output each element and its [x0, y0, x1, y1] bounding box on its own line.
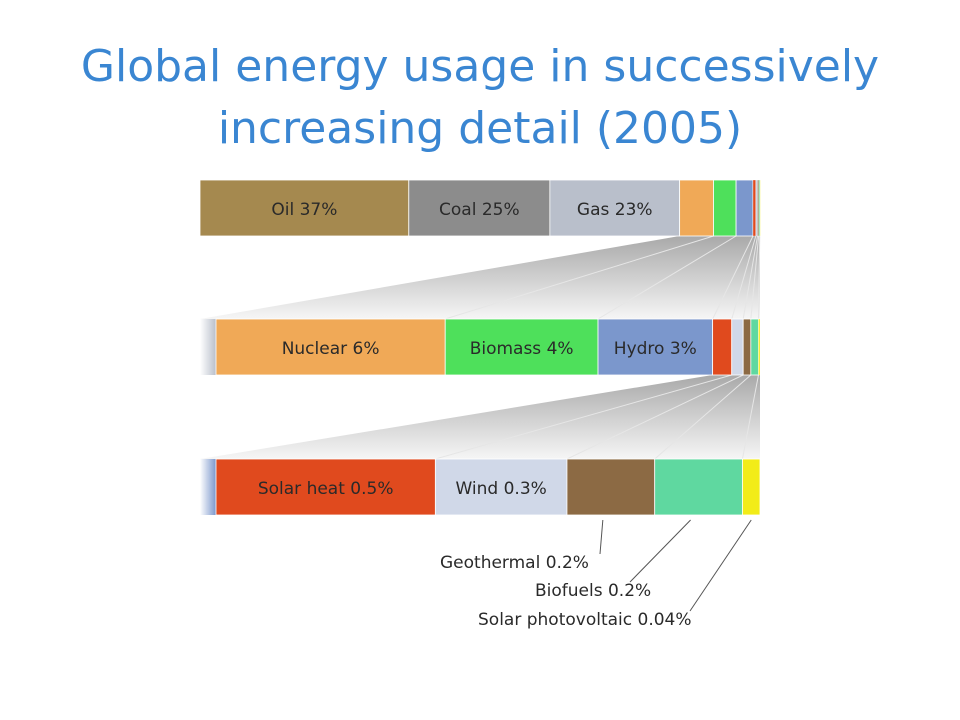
- slide-title-line-2: increasing detail (2005): [217, 103, 743, 154]
- callout-line-biofuels: [629, 519, 691, 583]
- funnel-line-1-solar-heat: [712, 235, 754, 320]
- bar-row-2: Nuclear 6% Biomass 4% Hydro 3%: [200, 318, 761, 376]
- bar-1-nuclear: [679, 179, 714, 237]
- bar-row-1: Oil 37% Coal 25% Gas 23%: [199, 179, 761, 237]
- funnel-line-1-biofuels: [750, 235, 760, 320]
- bar-2-biomass: [444, 318, 599, 376]
- bar-3-biofuels: [654, 458, 743, 516]
- bar-label-nuclear: Nuclear 6%: [282, 339, 380, 359]
- bar-2-solar-photovoltaic: [758, 318, 761, 376]
- slide-title: Global energy usage in successively incr…: [0, 36, 960, 160]
- bar-1-gas: [549, 179, 681, 237]
- callout-label-solar-photovoltaic: Solar photovoltaic 0.04%: [478, 610, 692, 630]
- bar-2-hydro: [597, 318, 714, 376]
- bar-label-solar-heat: Solar heat 0.5%: [258, 479, 394, 499]
- funnel-line-1-geothermal: [742, 235, 759, 320]
- callout-line-geothermal: [599, 519, 604, 555]
- funnel-line-2-biofuels: [654, 374, 752, 460]
- funnel-line-1-wind: [731, 235, 757, 320]
- bar-1-wind: [755, 179, 758, 237]
- funnel-line-1-hydro: [597, 235, 737, 320]
- bar-2-solar-heat: [712, 318, 733, 376]
- bar-1-solar-photovoltaic: [759, 179, 761, 237]
- bar-3-geothermal: [566, 458, 656, 516]
- bar-1-hydro: [735, 179, 754, 237]
- bar-label-coal: Coal 25%: [439, 200, 520, 220]
- callout-label-geothermal: Geothermal 0.2%: [440, 553, 589, 573]
- bar-1-solar-heat: [752, 179, 756, 237]
- bar-label-hydro: Hydro 3%: [614, 339, 697, 359]
- zoom-funnels: [200, 235, 761, 460]
- slide-title-line-1: Global energy usage in successively: [80, 41, 880, 92]
- zoom-funnel-2: [200, 375, 760, 459]
- callout-labels: Geothermal 0.2% Biofuels 0.2% Solar photov…: [440, 519, 752, 630]
- bar-1-biofuels: [758, 179, 760, 237]
- callout-label-biofuels: Biofuels 0.2%: [535, 581, 651, 601]
- stacked-bars: Oil 37% Coal 25% Gas 23% Nuclear 6% Biomass …: [199, 179, 761, 516]
- bar-label-gas: Gas 23%: [577, 200, 653, 220]
- funnel-line-2-solar-photovoltaic: [741, 374, 759, 460]
- bar-row-3: Solar heat 0.5% Wind 0.3%: [200, 458, 761, 516]
- bar-row-2-fade: [200, 319, 216, 375]
- bar-3-solar-photovoltaic: [742, 458, 761, 516]
- bar-1-coal: [408, 179, 551, 237]
- bar-label-biomass: Biomass 4%: [470, 339, 574, 359]
- bar-label-wind: Wind 0.3%: [455, 479, 546, 499]
- bar-3-wind: [434, 458, 568, 516]
- funnel-line-2-wind: [435, 374, 732, 460]
- funnel-line-1-biomass: [445, 235, 714, 320]
- bar-2-wind: [731, 318, 744, 376]
- zoom-funnel-1: [200, 236, 760, 319]
- bar-2-biofuels: [750, 318, 759, 376]
- bar-label-oil: Oil 37%: [271, 200, 337, 220]
- bar-1-oil: [199, 179, 410, 237]
- bar-2-geothermal: [742, 318, 752, 376]
- bar-row-3-fade: [200, 459, 216, 515]
- bar-1-geothermal: [757, 179, 759, 237]
- bar-3-solar-heat: [215, 458, 436, 516]
- callout-line-solar-photovoltaic: [689, 519, 752, 612]
- funnel-line-1-solar-photovoltaic: [757, 235, 761, 320]
- funnel-line-2-geothermal: [566, 374, 744, 460]
- bar-1-biomass: [713, 179, 737, 237]
